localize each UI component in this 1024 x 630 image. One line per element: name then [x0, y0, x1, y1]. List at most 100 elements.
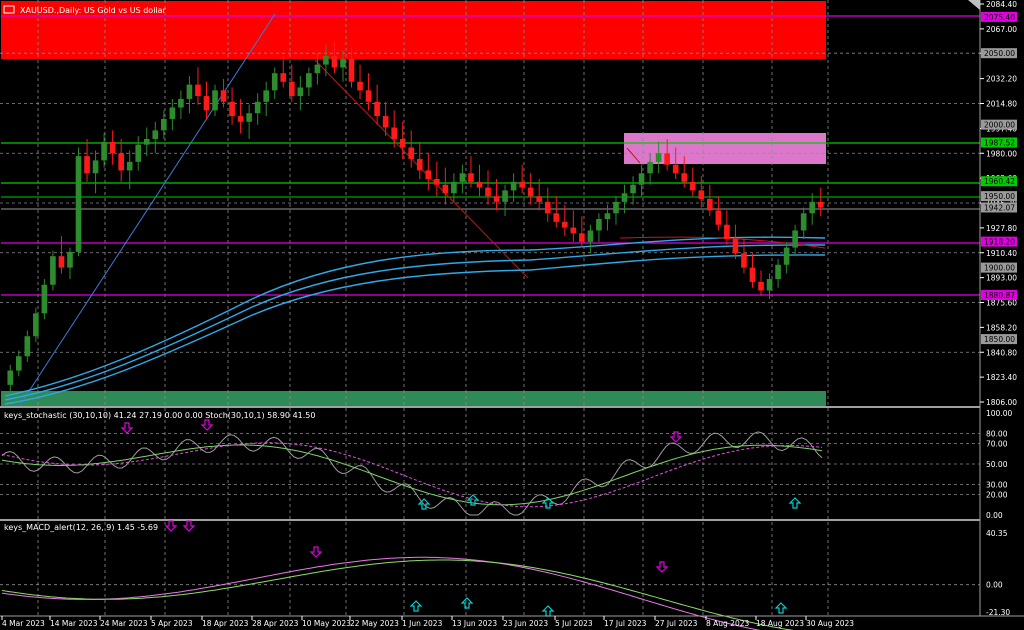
candle-body [493, 196, 500, 202]
buy-arrow-icon [774, 602, 788, 614]
candle-body [323, 56, 329, 65]
price-tick-label: 1980.00 [986, 149, 1017, 158]
candle-body [399, 138, 406, 148]
price-tag [981, 262, 1017, 273]
candle-body [442, 184, 449, 194]
candle-body [681, 173, 688, 182]
sell-arrow-icon [164, 520, 178, 532]
chart-menu-icon[interactable] [3, 5, 15, 14]
time-tick-label: 28 Apr 2023 [252, 619, 299, 628]
candle-body [152, 130, 159, 139]
candle-body [263, 90, 270, 102]
time-tick-label: 18 Apr 2023 [202, 619, 249, 628]
price-tick-label: 1927.80 [986, 224, 1017, 233]
candle-body [288, 81, 295, 97]
stoch-tick-label: 70.00 [986, 440, 1008, 449]
price-tick-label: 1840.80 [986, 348, 1017, 357]
candle-body [741, 253, 747, 268]
price-tag-label: 1987.52 [984, 138, 1015, 147]
candle-body [271, 73, 278, 91]
ma-band-mid [4, 244, 826, 401]
time-tick-label: 30 Aug 2023 [806, 619, 854, 628]
candle-body [766, 279, 773, 291]
candle-body [229, 101, 235, 117]
candle-body [126, 161, 133, 171]
price-tick-label: 2014.80 [986, 100, 1017, 109]
macd-signal-line [1, 559, 794, 630]
time-tick-label: 13 Jun 2023 [452, 619, 497, 628]
candle-body [502, 190, 508, 202]
price-tick-label: 2084.40 [986, 0, 1017, 9]
price-tick-label: 1910.40 [986, 249, 1017, 258]
candle-body [519, 181, 525, 188]
candle-body [468, 173, 474, 182]
macd-tick-label: 0.00 [986, 581, 1003, 590]
price-tag-label: 1900.00 [984, 264, 1015, 273]
buy-arrow-icon [541, 605, 555, 617]
price-tick-label: 1875.60 [986, 299, 1017, 308]
candle-body [451, 181, 457, 194]
candle-body [382, 116, 389, 128]
price-tag [981, 137, 1017, 148]
price-tag [981, 236, 1017, 247]
stoch-tick-label: 20.00 [986, 491, 1008, 500]
candle-body [75, 156, 82, 252]
candle-body [109, 141, 116, 154]
time-tick-label: 5 Apr 2023 [151, 619, 193, 628]
candle-body [101, 141, 107, 161]
price-tag-label: 1950.00 [984, 192, 1015, 201]
price-tag [981, 202, 1017, 213]
candle-body [809, 201, 816, 214]
candle-body [596, 219, 602, 231]
candle-body [416, 158, 423, 171]
candle-body [340, 58, 346, 68]
candle-body [783, 247, 790, 265]
candle-body [527, 187, 534, 197]
mid-zone [624, 133, 826, 164]
candle-body [664, 153, 670, 165]
candle-body [613, 201, 619, 214]
candle-body [50, 256, 56, 285]
sell-arrow-icon [200, 419, 214, 431]
time-tick-label: 4 Mar 2023 [2, 619, 45, 628]
time-tick-label: 23 Jun 2023 [503, 619, 548, 628]
price-tick-label: 1823.40 [986, 373, 1017, 382]
stoch-grid [0, 432, 980, 496]
candle-body [161, 118, 167, 131]
candle-body [246, 113, 252, 122]
candle-body [707, 198, 713, 211]
time-tick-label: 8 Aug 2023 [706, 619, 749, 628]
buy-arrow-icon [409, 600, 423, 612]
candle-body [698, 190, 705, 199]
candle-body [15, 356, 22, 371]
time-tick-label: 1 Jun 2023 [402, 619, 443, 628]
candle-body [220, 90, 227, 102]
sell-arrow-icon [120, 422, 134, 434]
candle-body [212, 90, 218, 111]
ma-band-upper [4, 236, 826, 397]
candle-body [391, 127, 397, 139]
price-tag [981, 191, 1017, 202]
candle-body [724, 224, 730, 240]
time-tick-label: 22 May 2023 [350, 619, 399, 628]
chart-shift-marker[interactable] [968, 0, 980, 10]
candle-body [41, 284, 48, 314]
candle-body [672, 164, 679, 174]
macd-axis: 40.35 0.00 -21.30 [986, 529, 1010, 617]
time-axis[interactable]: 4 Mar 2023 14 Mar 2023 24 Mar 2023 5 Apr 20… [0, 615, 1024, 628]
price-tick-label: 1893.00 [986, 274, 1017, 283]
candle-body [638, 173, 645, 185]
candle-series [7, 41, 824, 394]
price-tag-label: 1942.07 [984, 203, 1015, 212]
price-tag-label: 1918.20 [984, 238, 1015, 247]
time-tick-label: 18 Aug 2023 [756, 619, 804, 628]
candle-body [792, 230, 798, 248]
price-tag-label: 2000.00 [984, 121, 1015, 130]
buy-arrow-icon [466, 494, 480, 506]
candle-body [195, 84, 201, 97]
candle-body [775, 264, 781, 280]
price-tags: 2075.40 2050.00 2000.00 1987.52 1960.42 1950.… [981, 11, 1017, 345]
demand-zone [1, 391, 826, 407]
price-tag [981, 176, 1017, 187]
